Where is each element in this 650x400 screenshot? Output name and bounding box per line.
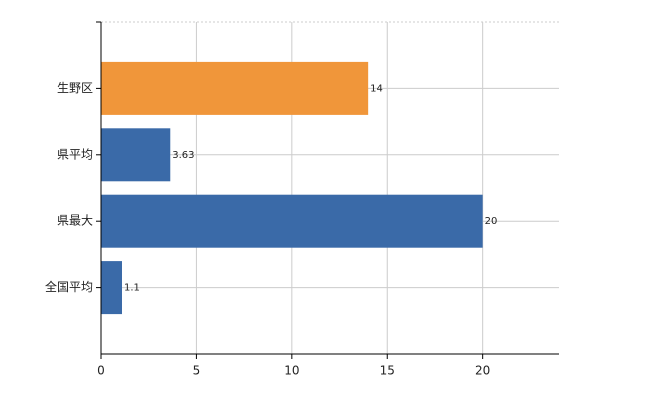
y-tick-label: 全国平均 [45, 279, 93, 294]
x-tick-label: 0 [97, 364, 105, 378]
y-tick-label: 生野区 [57, 81, 93, 95]
y-tick-label: 県最大 [57, 214, 93, 228]
bar [101, 128, 171, 182]
value-label: 20 [485, 216, 498, 227]
value-label: 14 [370, 83, 383, 94]
x-tick-label: 15 [380, 364, 395, 378]
y-tick-label: 県平均 [57, 147, 93, 161]
bar [101, 261, 122, 315]
value-label: 3.63 [172, 150, 194, 161]
value-label: 1.1 [124, 283, 140, 294]
bar [101, 194, 483, 248]
x-tick-label: 10 [284, 364, 299, 378]
bar [101, 61, 369, 115]
x-tick-label: 20 [475, 364, 490, 378]
x-tick-label: 5 [193, 364, 201, 378]
